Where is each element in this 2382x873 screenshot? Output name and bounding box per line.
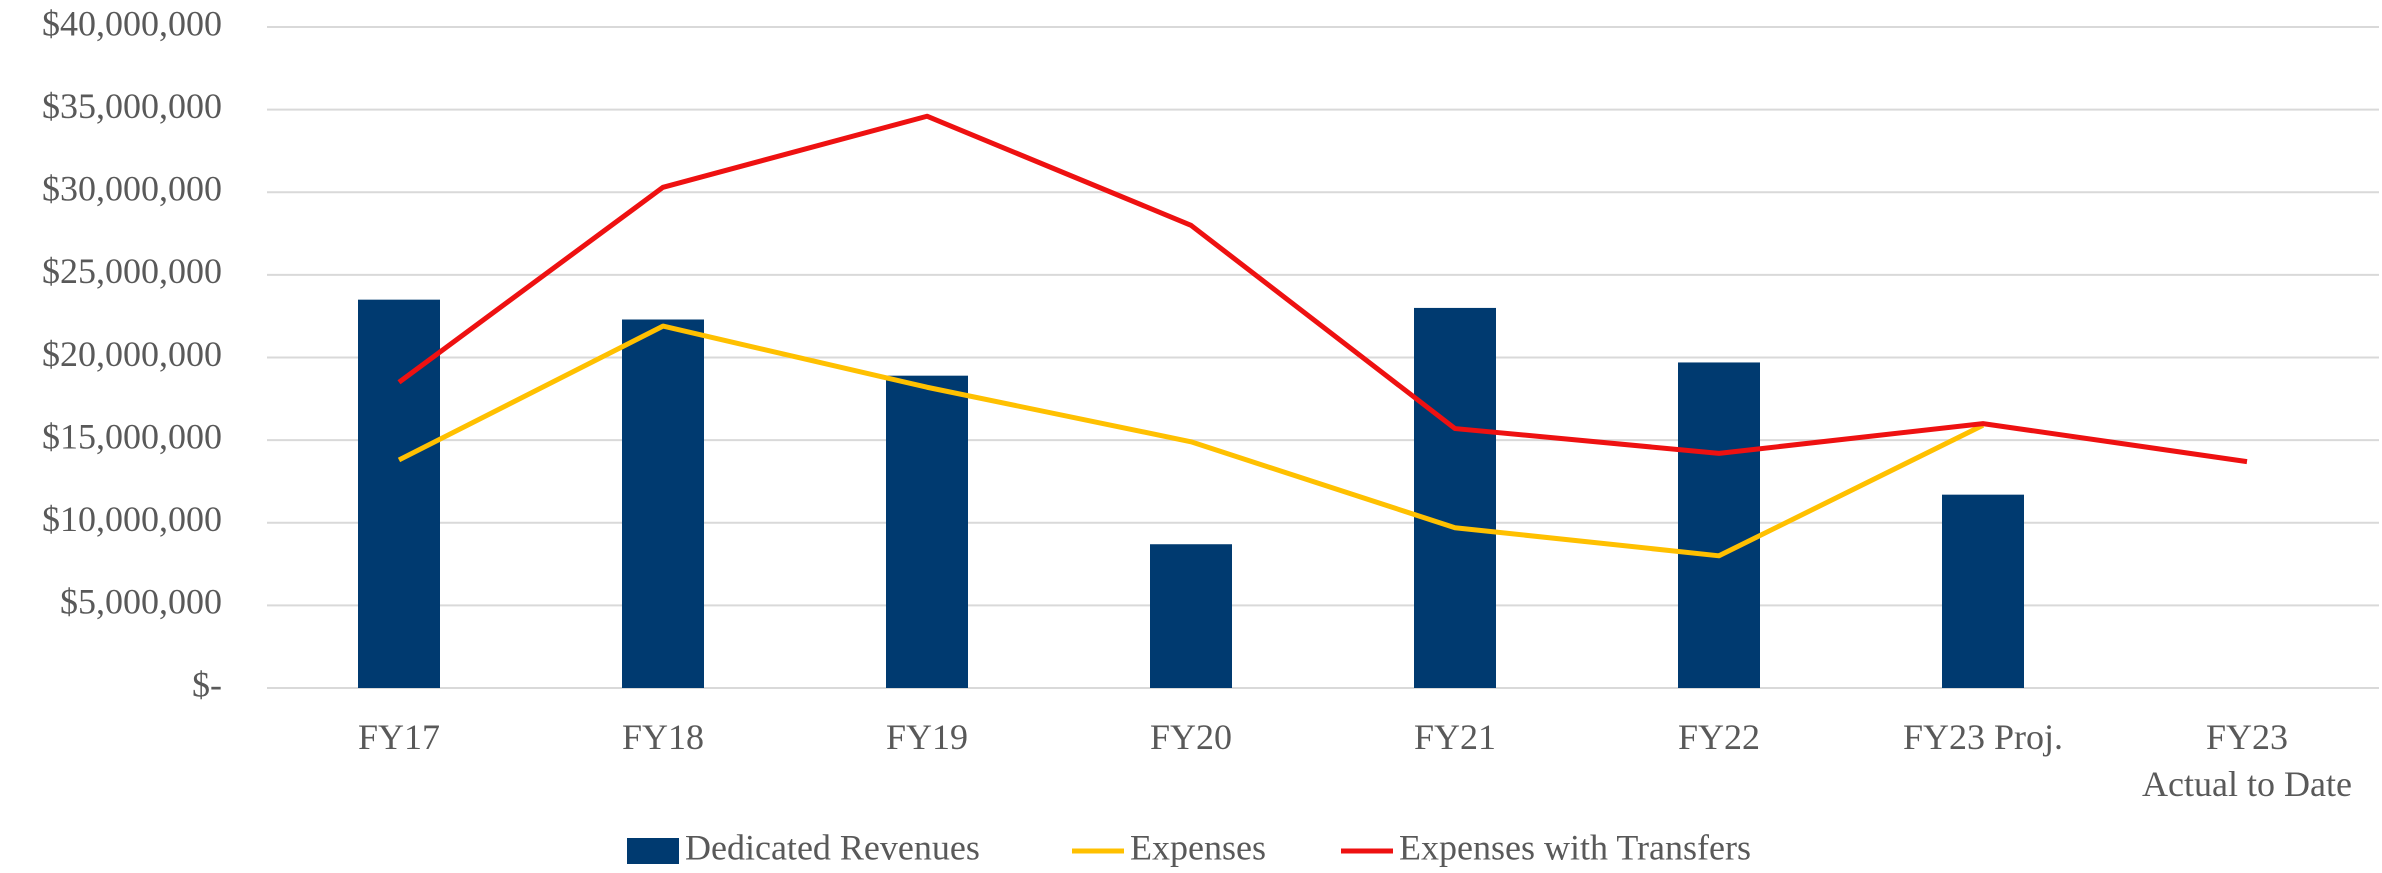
y-tick-label: $- [192, 664, 222, 704]
y-tick-label: $10,000,000 [42, 499, 222, 539]
y-tick-label: $5,000,000 [60, 582, 222, 622]
y-tick-label: $25,000,000 [42, 251, 222, 291]
y-tick-label: $30,000,000 [42, 169, 222, 209]
line [397, 323, 1985, 559]
y-tick-label: $15,000,000 [42, 416, 222, 456]
bar [1150, 544, 1232, 688]
y-tick-label: $35,000,000 [42, 86, 222, 126]
bar [1678, 362, 1760, 688]
legend-swatch [627, 838, 679, 864]
x-tick-label: FY21 [1413, 717, 1497, 757]
bar [1414, 307, 1496, 688]
x-tick-label: FY23 Proj. [1902, 717, 2064, 757]
bar [1942, 494, 2024, 688]
x-tick-label: FY17 [357, 717, 441, 757]
x-tick-label: FY22 [1677, 717, 1761, 757]
y-tick-label: $20,000,000 [42, 334, 222, 374]
legend-label: Expenses [1130, 827, 1266, 867]
x-tick-label: FY23 Actual to Date [2142, 717, 2352, 804]
x-tick-label: FY20 [1149, 717, 1233, 757]
x-tick-label: FY18 [621, 717, 705, 757]
bar [358, 299, 440, 688]
bar [886, 375, 968, 688]
x-tick-label: FY19 [885, 717, 969, 757]
legend-label: Dedicated Revenues [685, 827, 980, 867]
bar [622, 319, 704, 688]
legend-label: Expenses with Transfers [1399, 827, 1751, 867]
y-tick-label: $40,000,000 [42, 3, 222, 43]
line [397, 113, 2248, 465]
